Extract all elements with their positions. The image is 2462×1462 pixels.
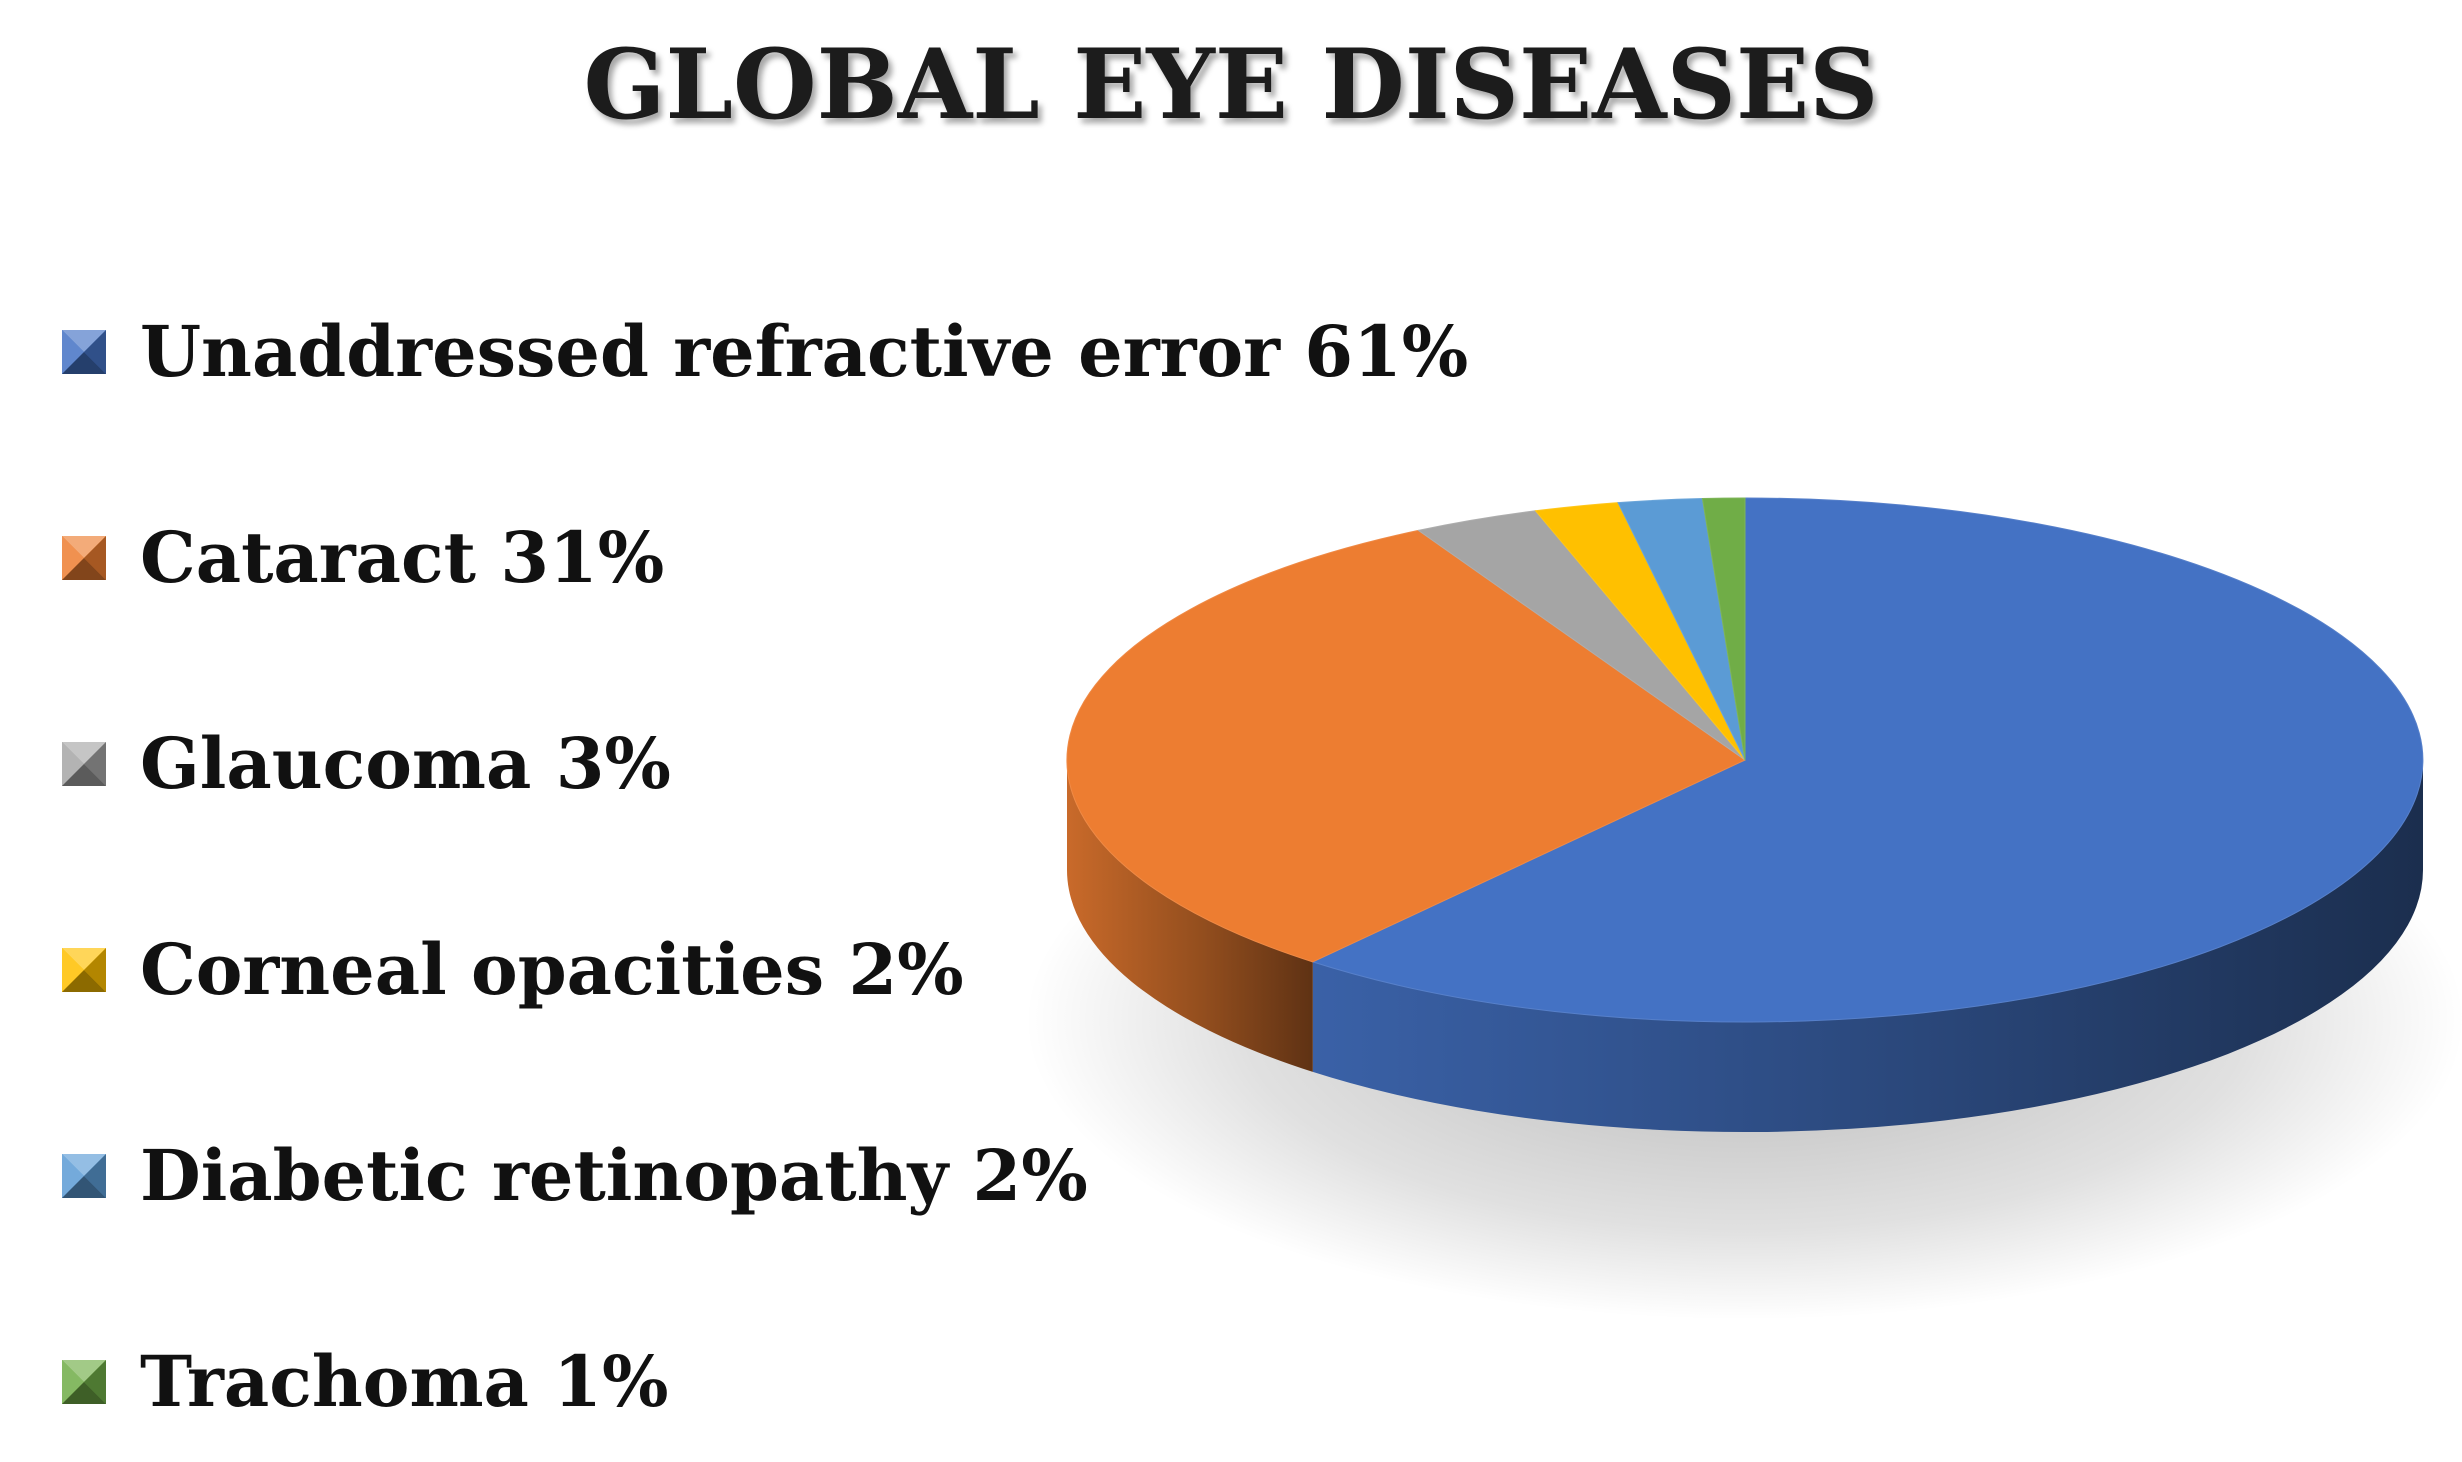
legend-label: Corneal opacities 2%: [140, 928, 964, 1011]
legend-swatch-bevel-bottom: [62, 764, 106, 786]
legend-swatch-bevel-right: [84, 330, 106, 374]
pie-sides: [1067, 760, 2423, 1133]
pie-top: [1066, 497, 2424, 1023]
legend-item: Unaddressed refractive error 61%: [62, 310, 1468, 393]
legend-swatch-bevel-top: [62, 948, 106, 970]
legend-item: Diabetic retinopathy 2%: [62, 1134, 1088, 1217]
legend-swatch-bevel-top: [62, 330, 106, 352]
legend-swatch-bevel-right: [84, 742, 106, 786]
legend-swatch-bevel-top: [62, 1360, 106, 1382]
legend-swatch-bevel-left: [62, 330, 84, 374]
pie-slice-trachoma: [1701, 497, 1746, 761]
legend-swatch-bevel-top: [62, 1154, 106, 1176]
legend-swatch-bevel-bottom: [62, 558, 106, 580]
legend-swatch-bevel-left: [62, 536, 84, 580]
legend-swatch-bevel-top: [62, 742, 106, 764]
legend-swatch-bevel-bottom: [62, 352, 106, 374]
pie-3d: [1025, 497, 2462, 1320]
legend-item: Cataract 31%: [62, 516, 664, 599]
legend-swatch-bevel-bottom: [62, 1382, 106, 1404]
legend-label: Cataract 31%: [140, 516, 664, 599]
legend-swatch-bevel-right: [84, 536, 106, 580]
legend-swatch-bevel-bottom: [62, 1176, 106, 1198]
pie-slice-cataract: [1066, 529, 1746, 963]
legend-swatch-bevel-right: [84, 1360, 106, 1404]
legend-item: Trachoma 1%: [62, 1340, 668, 1423]
legend-label: Diabetic retinopathy 2%: [140, 1134, 1088, 1217]
legend: Unaddressed refractive error 61% Cataract…: [62, 310, 1468, 1423]
legend-label: Glaucoma 3%: [140, 722, 671, 805]
legend-swatch-bevel-bottom: [62, 970, 106, 992]
legend-swatch-bevel-left: [62, 1360, 84, 1404]
chart-title: GLOBAL EYE DISEASES: [584, 28, 1879, 141]
legend-swatch-bevel-left: [62, 948, 84, 992]
legend-label: Unaddressed refractive error 61%: [140, 310, 1468, 393]
legend-label: Trachoma 1%: [140, 1340, 668, 1423]
pie-side-unaddressed-refractive-error: [1312, 760, 2423, 1133]
pie-side-cataract: [1067, 760, 1313, 1072]
legend-swatch-bevel-right: [84, 948, 106, 992]
legend-item: Glaucoma 3%: [62, 722, 671, 805]
legend-swatch-bevel-left: [62, 742, 84, 786]
legend-swatch-bevel-top: [62, 536, 106, 558]
pie-slice-unaddressed-refractive-error: [1311, 497, 2424, 1023]
legend-swatch-bevel-left: [62, 1154, 84, 1198]
legend-item: Corneal opacities 2%: [62, 928, 964, 1011]
legend-swatch-bevel-right: [84, 1154, 106, 1198]
